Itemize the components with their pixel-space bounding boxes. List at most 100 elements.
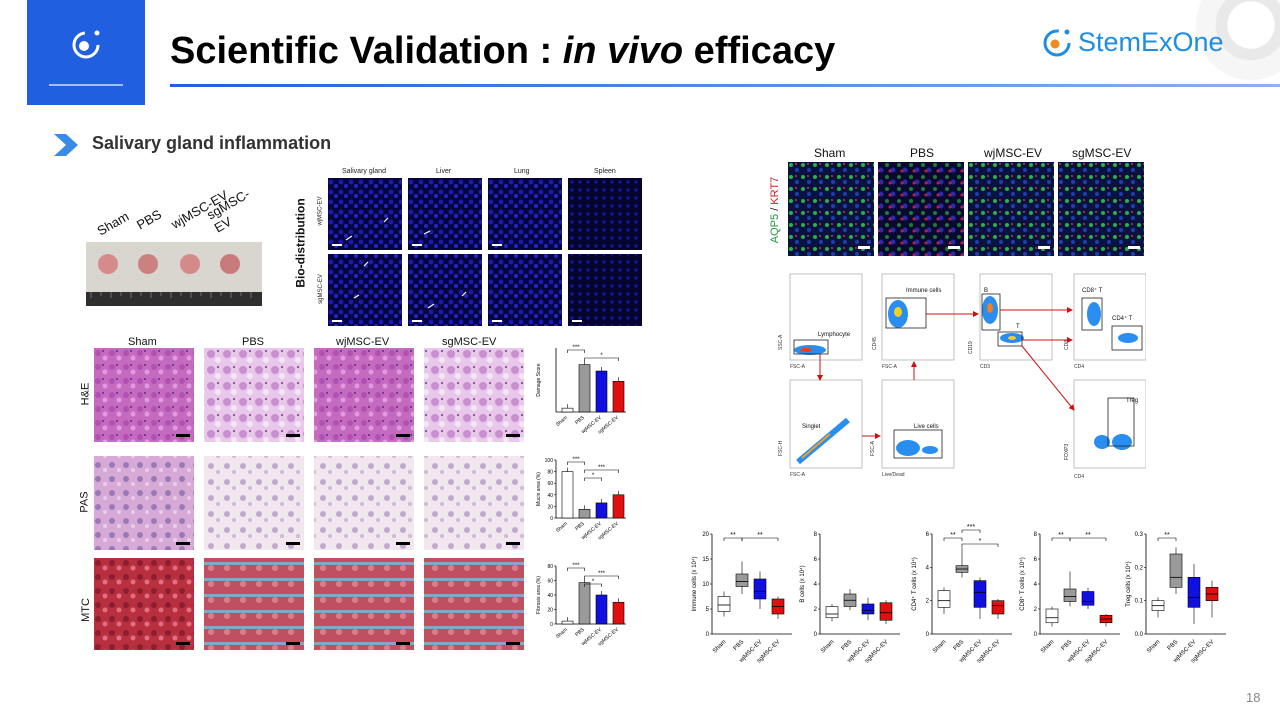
biodistribution-title: Bio-distribution — [293, 198, 308, 288]
y-tick-label: 2 — [926, 599, 930, 605]
x-tick-label: PBS — [574, 521, 586, 532]
chevron-right-icon — [52, 132, 80, 163]
ihc-panel: Sham PBS wjMSC-EV sgMSC-EV AQP5 / KRT7 — [769, 146, 1152, 258]
histo-col-label: Sham — [128, 336, 157, 348]
svg-text:FSC-A: FSC-A — [790, 472, 806, 478]
sig-label: *** — [572, 345, 580, 351]
fluorescence-grid — [328, 178, 642, 326]
y-tick-label: 0 — [706, 632, 710, 638]
x-tick-label: Sham — [820, 639, 835, 654]
histo-col-label: sgMSC-EV — [442, 336, 497, 348]
y-axis-label: CD4⁺ T cells (x 10⁴) — [911, 557, 918, 611]
y-tick-label: 0 — [926, 632, 930, 638]
gate-label: T — [1016, 324, 1020, 330]
svg-text:FSC-A: FSC-A — [882, 364, 898, 370]
box — [937, 590, 951, 608]
svg-text:FSC-H: FSC-H — [778, 440, 784, 456]
x-tick-label: Sham — [555, 415, 569, 428]
sig-label: *** — [572, 457, 580, 463]
section-heading: Salivary gland inflammation — [92, 133, 332, 153]
x-tick-label: Sham — [932, 639, 947, 654]
eye-logo-icon — [49, 30, 123, 86]
stain-label-pas: PAS — [78, 491, 91, 513]
y-tick-label: 2 — [814, 607, 818, 613]
row-label: wjMSC-EV — [317, 196, 324, 226]
bar — [561, 620, 574, 625]
x-tick-label: Sham — [1146, 639, 1161, 654]
svg-text:CD4: CD4 — [1074, 364, 1084, 370]
gate-label: B — [984, 288, 988, 294]
row-label: sgMSC-EV — [317, 274, 324, 304]
y-tick-label: 80 — [547, 564, 553, 570]
x-tick-label: Sham — [1040, 639, 1055, 654]
gland-photo-panel: Sham PBS wjMSC-EV sgMSC-EV — [86, 172, 262, 307]
x-tick-label: Sham — [555, 627, 569, 640]
flow-gating-panel: Lymphocyte Singlet Immune cells Live cel… — [778, 273, 1146, 480]
y-tick-label: 15 — [702, 557, 709, 563]
sig-bracket — [584, 469, 619, 473]
brand-logo: StemExOne — [1040, 24, 1224, 60]
ihc-col-label: PBS — [910, 146, 935, 160]
x-tick-label: PBS — [841, 639, 854, 652]
y-tick-label: 2 — [1034, 607, 1038, 613]
sig-label: ** — [1164, 532, 1170, 539]
y-tick-label: 6 — [814, 557, 818, 563]
bar — [595, 370, 608, 413]
title-underline — [170, 84, 1280, 87]
svg-text:FSC-A: FSC-A — [870, 440, 876, 456]
x-tick-label: PBS — [733, 639, 746, 652]
box — [717, 596, 731, 612]
biodistribution-panel: Bio-distribution Salivary gland Liver Lu… — [293, 166, 646, 326]
sig-label: *** — [967, 524, 975, 531]
sig-bracket — [1069, 537, 1107, 541]
svg-text:CD4: CD4 — [1074, 474, 1084, 480]
box — [1187, 577, 1201, 608]
sig-bracket — [943, 537, 963, 541]
bar — [578, 508, 591, 519]
x-tick-label: PBS — [953, 639, 966, 652]
y-tick-label: 6 — [1034, 557, 1038, 563]
histo-col-label: wjMSC-EV — [336, 336, 390, 348]
svg-text:FSC-A: FSC-A — [790, 364, 806, 370]
sig-bracket — [584, 575, 619, 579]
ihc-images — [788, 162, 1144, 256]
box — [1081, 591, 1095, 606]
svg-text:FOXP3: FOXP3 — [1064, 443, 1070, 460]
y-tick-label: 6 — [926, 532, 930, 538]
sig-bracket — [961, 529, 981, 533]
ihc-marker-label: AQP5 / KRT7 — [769, 176, 782, 244]
gate-label: CD4⁺ T — [1112, 315, 1133, 322]
y-tick-label: 0.1 — [1135, 599, 1144, 605]
histo-col-label: PBS — [242, 336, 265, 348]
sig-bracket — [567, 461, 585, 465]
bar — [612, 601, 625, 625]
bar — [578, 364, 591, 413]
box — [1063, 588, 1077, 602]
y-tick-label: 0 — [814, 632, 818, 638]
bar — [595, 594, 608, 625]
bar — [561, 471, 574, 519]
organ-label: Liver — [436, 168, 452, 175]
ihc-col-label: wjMSC-EV — [984, 146, 1043, 160]
y-axis-label: Damage Score — [536, 363, 542, 397]
sig-label: ** — [757, 532, 763, 539]
x-tick-label: PBS — [574, 627, 586, 638]
y-tick-label: 100 — [545, 458, 554, 464]
sig-label: *** — [572, 563, 580, 569]
sig-label: * — [592, 473, 595, 479]
bar — [612, 494, 625, 519]
box — [1045, 608, 1059, 624]
y-tick-label: 0.2 — [1135, 565, 1144, 571]
gate-label: CD8⁺ T — [1082, 287, 1103, 294]
ihc-col-label: sgMSC-EV — [1072, 146, 1132, 160]
gate-label: Live cells — [914, 424, 939, 430]
svg-text:Live/Dead: Live/Dead — [882, 472, 905, 478]
y-axis-label: Mucin area (%) — [536, 472, 542, 506]
sig-label: *** — [598, 465, 606, 471]
gate-label: Lymphocyte — [818, 332, 851, 338]
svg-text:CD3: CD3 — [980, 364, 990, 370]
